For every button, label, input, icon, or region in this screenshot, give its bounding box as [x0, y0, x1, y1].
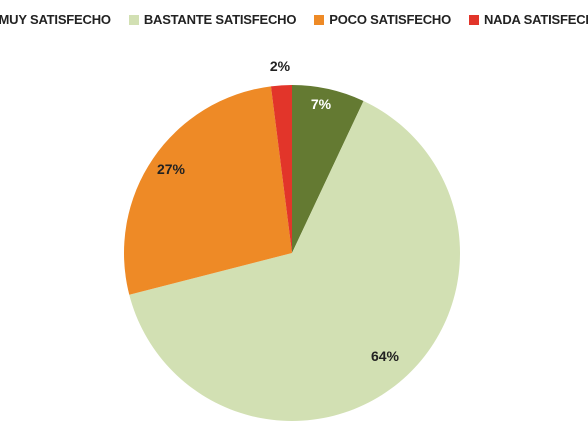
legend-swatch-bastante-satisfecho	[128, 14, 139, 25]
data-label-muy-satisfecho: 7%	[311, 96, 332, 112]
legend-item-bastante-satisfecho: BASTANTE SATISFECHO	[128, 12, 297, 27]
pie-slice-poco-satisfecho	[123, 86, 292, 295]
legend-item-nada-satisfecho: NADA SATISFECHO	[468, 12, 588, 27]
pie-slices	[123, 85, 461, 421]
legend-item-poco-satisfecho: POCO SATISFECHO	[314, 12, 451, 27]
legend-swatch-nada-satisfecho	[468, 14, 479, 25]
pie-data-labels: 7% 64% 27% 2%	[157, 58, 400, 364]
pie-slice-nada-satisfecho	[270, 85, 292, 253]
pie-slice-bastante-satisfecho	[129, 100, 461, 421]
legend-label-nada-satisfecho: NADA SATISFECHO	[483, 12, 588, 27]
data-label-nada-satisfecho: 2%	[270, 58, 291, 74]
legend-label-muy-satisfecho: MUY SATISFECHO	[0, 12, 111, 27]
pie-slice-muy-satisfecho	[292, 85, 364, 253]
data-label-poco-satisfecho: 27%	[157, 161, 186, 177]
chart-legend: MUY SATISFECHO BASTANTE SATISFECHO POCO …	[0, 12, 588, 27]
legend-label-bastante-satisfecho: BASTANTE SATISFECHO	[143, 12, 297, 27]
data-label-bastante-satisfecho: 64%	[371, 348, 400, 364]
legend-item-muy-satisfecho: MUY SATISFECHO	[0, 12, 111, 27]
legend-label-poco-satisfecho: POCO SATISFECHO	[329, 12, 451, 27]
legend-swatch-poco-satisfecho	[314, 14, 325, 25]
